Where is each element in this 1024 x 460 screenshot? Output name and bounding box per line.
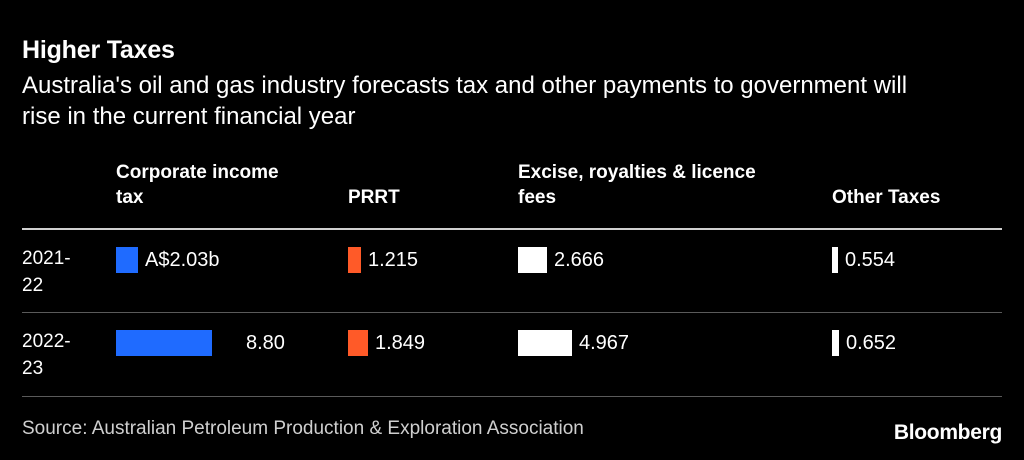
bar-4-2022-23 [832, 330, 839, 356]
column-header-3: Excise, royalties & licence fees [518, 160, 756, 210]
row-divider [22, 312, 1002, 313]
bar-1-2022-23 [116, 330, 212, 356]
value-label: 0.652 [846, 332, 897, 354]
row-label-line: 2022- [22, 331, 71, 352]
bar-2-2022-23 [348, 330, 368, 356]
row-label-line: 23 [22, 358, 44, 379]
column-header-line: tax [116, 187, 144, 208]
value-label: 0.554 [845, 249, 896, 271]
row-label-line: 22 [22, 275, 44, 296]
bar-1-2021-22 [116, 247, 138, 273]
bar-3-2022-23 [518, 330, 572, 356]
value-label: A$2.03b [145, 249, 220, 271]
bar-3-2021-22 [518, 247, 547, 273]
bar-2-2021-22 [348, 247, 361, 273]
column-header-line: PRRT [348, 187, 400, 208]
column-header-line: fees [518, 187, 557, 208]
row-label-line: 2021- [22, 248, 71, 269]
column-header-line: Corporate income [116, 162, 279, 183]
value-label: 1.849 [375, 332, 426, 354]
row-label-2021-22: 2021- 22 [22, 245, 92, 299]
column-header-line [348, 160, 400, 185]
chart-title: Higher Taxes [22, 36, 175, 64]
column-header-4: Other Taxes [832, 160, 940, 210]
column-header-line: Other Taxes [832, 187, 941, 208]
value-label: 2.666 [554, 249, 605, 271]
source-note: Source: Australian Petroleum Production … [22, 418, 584, 439]
column-header-line: Excise, royalties & licence [518, 162, 756, 183]
row-label-2022-23: 2022- 23 [22, 328, 92, 382]
column-header-1: Corporate income tax [116, 160, 279, 210]
value-label: 1.215 [368, 249, 419, 271]
bloomberg-logo: Bloomberg [893, 421, 1002, 444]
row-divider [22, 396, 1002, 397]
value-label: 4.967 [579, 332, 630, 354]
value-label: 8.80 [246, 332, 285, 354]
header-rule [22, 228, 1002, 230]
chart-subtitle: Australia's oil and gas industry forecas… [22, 72, 908, 130]
column-header-2: PRRT [348, 160, 400, 210]
column-header-line [832, 160, 940, 185]
bar-4-2021-22 [832, 247, 838, 273]
